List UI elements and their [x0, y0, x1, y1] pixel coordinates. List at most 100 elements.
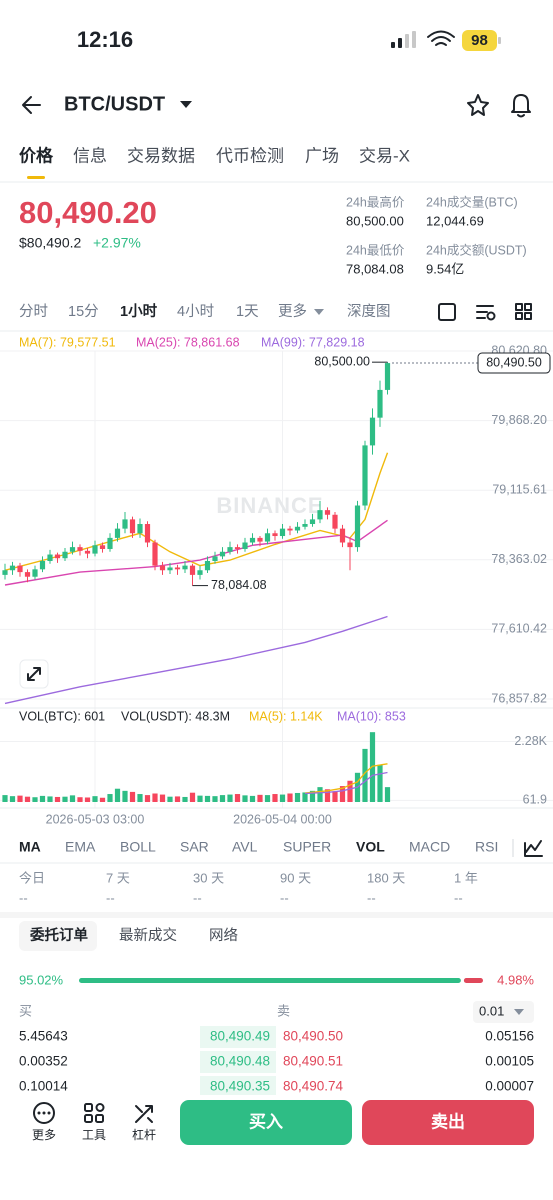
leverage-label: 杠杆 — [132, 1127, 156, 1142]
candle-body — [354, 505, 361, 548]
candle-body — [384, 363, 391, 390]
tab[interactable]: 价格 — [19, 145, 54, 165]
indicator-tab[interactable]: VOL — [356, 839, 385, 855]
volume-bar — [302, 792, 308, 802]
stat-label: 24h最高价 — [346, 194, 405, 209]
indicator-tab[interactable]: SUPER — [283, 839, 331, 855]
tab[interactable]: 广场 — [305, 146, 339, 165]
tab[interactable]: 信息 — [73, 146, 107, 165]
book-tab[interactable]: 最新成交 — [119, 926, 177, 944]
indicator-tab[interactable]: EMA — [65, 839, 96, 855]
interval-tab[interactable]: 1天 — [236, 304, 259, 320]
vol-ma-line — [304, 771, 388, 795]
ma-legend: MA(99): 77,829.18 — [261, 335, 365, 349]
indicator-setting[interactable] — [476, 305, 494, 319]
more-button[interactable]: 更多 — [32, 1102, 56, 1142]
more-dropdown[interactable] — [314, 309, 324, 315]
vol-tick-label: 61.9 — [523, 793, 547, 807]
volume-bar — [377, 764, 383, 802]
candle-body — [159, 565, 166, 571]
candle-body — [362, 445, 368, 506]
pair-dropdown[interactable] — [180, 101, 192, 108]
alert-bell[interactable] — [511, 94, 531, 118]
more-label: 更多 — [32, 1128, 56, 1142]
period-value: -- — [106, 890, 115, 905]
interval-tab[interactable]: 更多 — [278, 303, 307, 320]
indicator-chart-icon[interactable] — [524, 840, 543, 857]
volume-bar — [242, 795, 248, 802]
vol-legend: VOL(BTC): 601 — [19, 709, 105, 723]
candle-body — [54, 554, 61, 559]
candle-body — [264, 533, 271, 542]
book-tab[interactable]: 委托订单 — [30, 926, 88, 944]
stat-value: 9.54亿 — [426, 261, 464, 276]
sell-price: 80,490.50 — [283, 1029, 343, 1044]
indicator-tab[interactable]: BOLL — [120, 839, 156, 855]
candle-body — [377, 389, 383, 418]
candle-body — [234, 547, 241, 549]
indicator-tab[interactable]: MACD — [409, 839, 450, 855]
interval-tab[interactable]: 深度图 — [347, 303, 391, 320]
sell-qty: 0.05156 — [485, 1029, 534, 1044]
period-label: 180 天 — [367, 870, 405, 885]
section-gap — [0, 912, 553, 918]
book-tab[interactable]: 网络 — [209, 927, 238, 944]
indicator-tab[interactable]: AVL — [232, 839, 258, 855]
interval-tab[interactable]: 分时 — [19, 303, 48, 320]
indicator-tab[interactable]: MA — [19, 839, 41, 855]
layout-toggle[interactable] — [515, 303, 532, 320]
tab[interactable]: 代币检测 — [216, 146, 284, 165]
candle-body — [114, 528, 121, 538]
volume-bar — [137, 794, 143, 802]
status-time: 12:16 — [77, 27, 133, 52]
tools-button[interactable]: 工具 — [82, 1103, 106, 1142]
candle-body — [182, 565, 188, 570]
volume-bar — [369, 732, 376, 802]
tab[interactable]: 交易数据 — [127, 146, 195, 165]
y-tick-label: 77,610.42 — [491, 622, 547, 636]
last-price-box — [477, 352, 551, 374]
sell-button[interactable] — [362, 1100, 534, 1145]
buy-button[interactable] — [180, 1100, 352, 1145]
candle-body — [197, 570, 203, 575]
drawing-tool[interactable] — [438, 303, 456, 321]
volume-bar — [54, 796, 61, 802]
pair-title[interactable]: BTC/USDT — [64, 93, 165, 115]
interval-tab[interactable]: 1小时 — [120, 303, 158, 320]
indicator-tab[interactable]: RSI — [475, 839, 498, 855]
volume-bar — [234, 794, 241, 802]
candle-body — [309, 519, 316, 525]
volume-bar — [114, 788, 121, 802]
low-label: 78,084.08 — [211, 578, 267, 592]
tab[interactable]: 交易-X — [359, 146, 410, 165]
volume-bar — [9, 796, 16, 802]
candle-body — [39, 561, 46, 570]
candle-body — [287, 528, 293, 531]
indicator-tab[interactable]: SAR — [180, 839, 209, 855]
expand-button[interactable] — [19, 659, 49, 689]
y-tick-label: 76,857.82 — [491, 691, 547, 705]
vol-tick-label: 2.28K — [514, 734, 547, 748]
back-button[interactable] — [22, 96, 41, 114]
period-value: -- — [193, 890, 202, 905]
interval-tab[interactable]: 4小时 — [177, 303, 214, 320]
favorite-star[interactable] — [467, 94, 489, 116]
stat-label: 24h成交额(USDT) — [426, 242, 527, 257]
candle-body — [347, 542, 353, 548]
vol-legend: MA(5): 1.14K — [249, 709, 323, 723]
volume-bar — [77, 797, 83, 802]
interval-tab[interactable]: 15分 — [68, 303, 99, 320]
candle-body — [129, 519, 136, 534]
ma-line — [4, 452, 389, 571]
leverage-button[interactable]: 杠杆 — [132, 1105, 156, 1142]
candle-body — [227, 547, 233, 552]
candle-body — [242, 542, 248, 549]
buy-ratio: 95.02% — [19, 972, 64, 987]
volume-bar — [339, 786, 346, 802]
volume-bar — [384, 787, 391, 802]
candle-body — [302, 524, 308, 527]
candle-body — [144, 524, 151, 543]
precision-box[interactable] — [473, 1001, 534, 1023]
buy-qty: 5.45643 — [19, 1029, 68, 1044]
